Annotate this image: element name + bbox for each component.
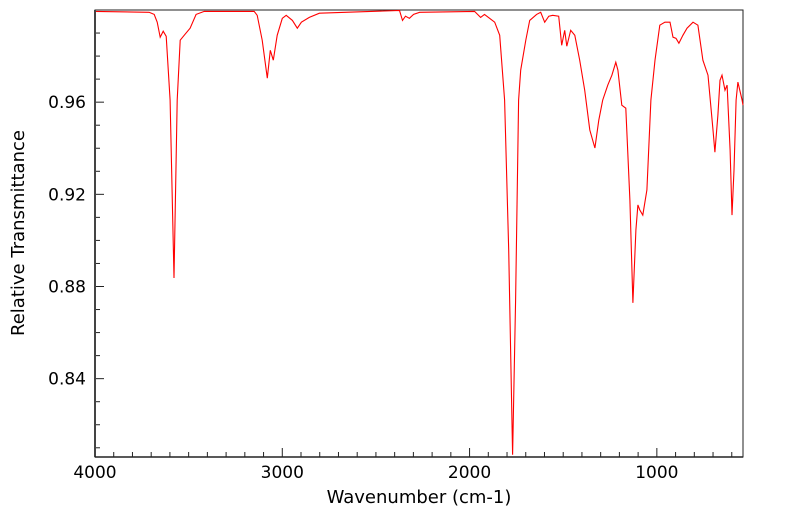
y-tick-label: 0.88	[48, 277, 86, 297]
spectrum-line	[94, 9, 744, 455]
x-tick-label: 1000	[635, 463, 678, 483]
axis-ticks	[94, 9, 733, 457]
y-tick-label: 0.96	[48, 93, 86, 113]
y-tick-label: 0.92	[48, 185, 86, 205]
y-axis-label: Relative Transmittance	[8, 130, 29, 336]
x-tick-label: 2000	[448, 463, 491, 483]
x-axis-label: Wavenumber (cm-1)	[327, 487, 512, 508]
tick-labels: 4000 3000 2000 1000 0.84 0.88 0.92 0.96	[48, 93, 678, 483]
x-tick-label: 3000	[261, 463, 304, 483]
plot-frame	[94, 9, 744, 458]
y-tick-label: 0.84	[48, 370, 86, 390]
x-tick-label: 4000	[73, 463, 116, 483]
